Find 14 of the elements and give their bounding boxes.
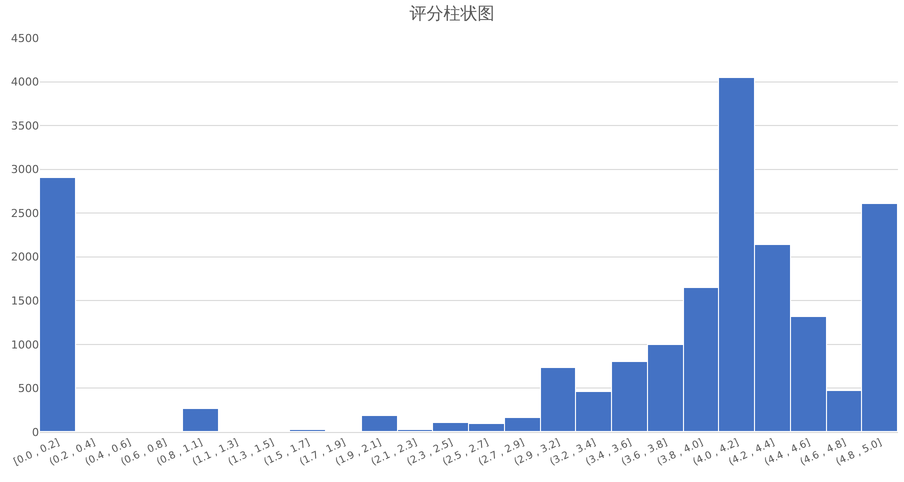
y-tick-label: 4500: [11, 32, 39, 45]
y-tick-label: 4000: [11, 76, 39, 89]
bar: [289, 429, 326, 432]
bar: [182, 408, 219, 432]
y-tick-label: 1500: [11, 294, 39, 308]
y-tick-label: 3500: [11, 119, 39, 132]
y-tick-label: 500: [18, 382, 39, 396]
y-tick-label: 3000: [11, 163, 39, 176]
y-tick-label: 1000: [11, 338, 39, 352]
y-tick-label: 2500: [11, 206, 39, 220]
y-tick-label: 0: [32, 426, 39, 439]
bar: [40, 177, 76, 432]
y-tick-label: 2000: [11, 250, 39, 264]
chart-title: 评分柱状图: [410, 4, 494, 24]
